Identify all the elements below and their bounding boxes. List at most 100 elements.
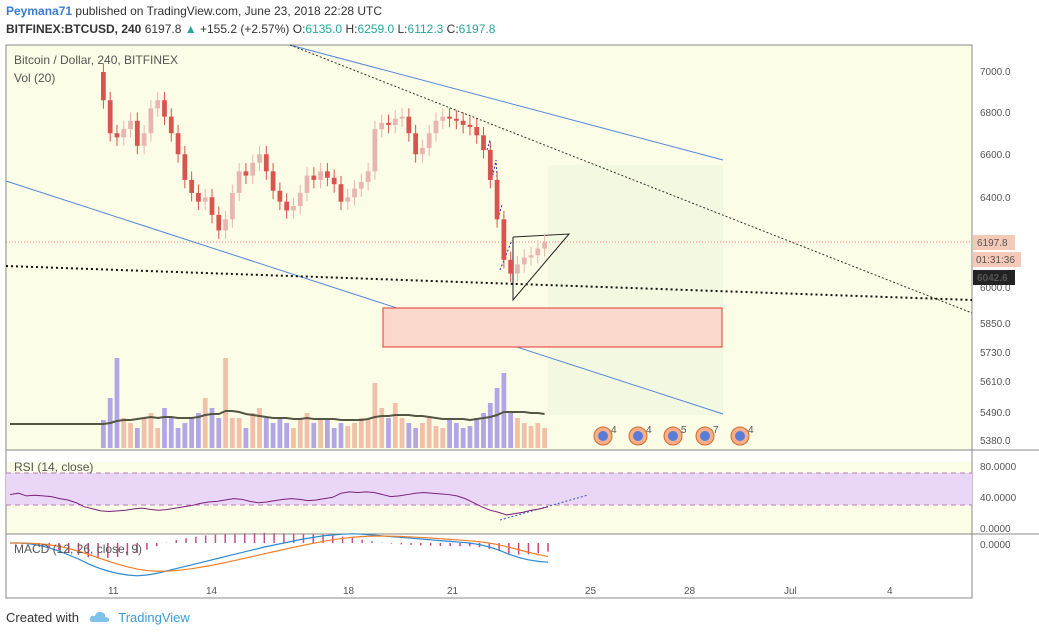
candle[interactable]	[168, 116, 174, 134]
candle[interactable]	[216, 214, 222, 231]
candle[interactable]	[515, 264, 520, 274]
low-label: L:	[397, 22, 408, 36]
candle[interactable]	[196, 192, 201, 202]
candle[interactable]	[318, 171, 323, 180]
candle[interactable]	[162, 100, 167, 117]
candle[interactable]	[277, 190, 283, 202]
calendar-event-icon[interactable]: 5	[663, 425, 687, 446]
candle[interactable]	[155, 100, 161, 109]
candle[interactable]	[148, 108, 154, 134]
candle[interactable]	[460, 120, 466, 125]
candle[interactable]	[521, 257, 527, 265]
calendar-event-icon[interactable]: 4	[593, 425, 617, 446]
y-tick-label: 5730.0	[980, 348, 1011, 359]
candle[interactable]	[229, 192, 235, 220]
time-axis[interactable]: 11 14 18 21 25 28 Jul 4	[108, 586, 893, 597]
event-count: 4	[646, 425, 652, 436]
x-tick-label: 25	[585, 586, 597, 597]
candle[interactable]	[372, 129, 378, 172]
candle[interactable]	[236, 171, 242, 193]
candle[interactable]	[311, 175, 317, 180]
candle[interactable]	[386, 122, 391, 125]
candle[interactable]	[270, 171, 276, 191]
candle[interactable]	[406, 116, 412, 134]
tradingview-link[interactable]: TradingView	[118, 610, 190, 625]
candle[interactable]	[114, 133, 120, 138]
candle[interactable]	[325, 171, 330, 178]
candle[interactable]	[535, 248, 541, 256]
candle[interactable]	[474, 126, 480, 136]
candle[interactable]	[141, 133, 147, 146]
symbol-label: BITFINEX:BTCUSD, 240	[6, 22, 142, 36]
candle[interactable]	[501, 219, 507, 260]
candle[interactable]	[189, 179, 195, 193]
candle[interactable]	[413, 133, 419, 155]
volume-bar	[175, 428, 181, 448]
candle[interactable]	[528, 255, 534, 258]
candle[interactable]	[182, 154, 188, 180]
candle[interactable]	[467, 124, 473, 127]
volume-bar	[196, 413, 201, 448]
candle[interactable]	[426, 133, 432, 148]
candle[interactable]	[243, 171, 249, 176]
volume-bar	[263, 418, 269, 448]
candle[interactable]	[542, 242, 547, 249]
candle[interactable]	[447, 116, 452, 119]
calendar-event-icon[interactable]: 4	[628, 425, 652, 446]
candle[interactable]	[494, 179, 500, 220]
candle[interactable]	[345, 197, 351, 202]
candle[interactable]	[453, 118, 459, 121]
candle[interactable]	[392, 118, 398, 125]
channel-lower-line[interactable]	[5, 180, 724, 415]
candle[interactable]	[101, 72, 106, 101]
chart-title: Bitcoin / Dollar, 240, BITFINEX	[14, 53, 178, 67]
candle[interactable]	[121, 129, 127, 138]
candle[interactable]	[209, 197, 215, 215]
candle[interactable]	[263, 154, 269, 172]
calendar-event-icon[interactable]: 4	[730, 425, 754, 446]
volume-bar	[494, 388, 500, 448]
support-line-dotted[interactable]	[5, 265, 973, 301]
price-axis[interactable]: 7000.0 6800.0 6600.0 6400.0 6000.0 5850.…	[980, 67, 1011, 447]
candle[interactable]	[107, 100, 113, 134]
candle[interactable]	[399, 116, 405, 119]
volume-bar	[291, 428, 296, 448]
volume-bar	[413, 428, 419, 448]
volume-bar	[101, 420, 106, 448]
candle[interactable]	[291, 206, 296, 211]
candle[interactable]	[487, 150, 493, 180]
volume-bar	[277, 418, 283, 448]
calendar-event-icon[interactable]: 7	[695, 425, 719, 446]
candle[interactable]	[202, 197, 208, 202]
candle[interactable]	[440, 116, 446, 121]
candle[interactable]	[250, 162, 256, 176]
candle[interactable]	[379, 122, 385, 130]
candle[interactable]	[134, 120, 140, 146]
candle[interactable]	[223, 219, 228, 231]
volume-bar	[440, 428, 446, 448]
candle[interactable]	[481, 135, 486, 151]
candle[interactable]	[297, 192, 303, 207]
volume-bar	[379, 408, 385, 448]
candle[interactable]	[420, 147, 425, 155]
candle[interactable]	[284, 201, 290, 211]
candle[interactable]	[331, 177, 337, 185]
candle[interactable]	[304, 175, 310, 193]
demand-zone[interactable]	[382, 307, 723, 348]
candle[interactable]	[352, 188, 357, 198]
candle[interactable]	[128, 120, 133, 130]
candle[interactable]	[508, 259, 514, 274]
candle[interactable]	[358, 182, 364, 189]
author-link[interactable]: Peymana71	[6, 4, 73, 18]
volume-bar	[168, 418, 174, 448]
volume-bar	[515, 418, 520, 448]
y-tick-label: 5610.0	[980, 377, 1011, 388]
rsi-band	[6, 473, 972, 505]
candle[interactable]	[433, 120, 439, 134]
candle[interactable]	[338, 184, 344, 202]
candle[interactable]	[365, 171, 371, 183]
candle[interactable]	[257, 154, 262, 163]
candle[interactable]	[175, 133, 181, 155]
channel-upper-line[interactable]	[289, 44, 724, 161]
